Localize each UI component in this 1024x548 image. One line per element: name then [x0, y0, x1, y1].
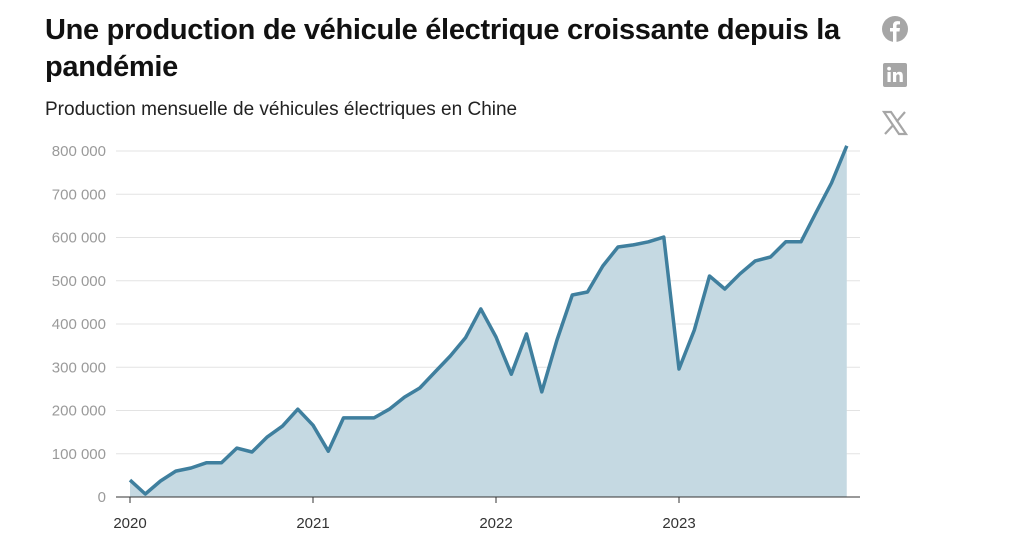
data-point-2021-03 [338, 412, 350, 424]
data-point-2021-05 [368, 412, 380, 424]
x-icon [881, 110, 909, 136]
data-point-2021-07 [399, 391, 411, 403]
y-tick-label: 200 000 [52, 403, 106, 420]
y-tick-label: 800 000 [52, 143, 106, 160]
data-point-2020-12 [292, 403, 304, 415]
x-tick-label: 2021 [296, 515, 329, 532]
data-point-2021-06 [383, 403, 395, 415]
data-point-2022-10 [627, 239, 639, 251]
x-tick-label: 2023 [662, 515, 695, 532]
data-point-2021-01 [307, 419, 319, 431]
y-tick-label: 600 000 [52, 230, 106, 247]
data-point-2023-06 [749, 255, 761, 267]
data-point-2023-12 [841, 140, 853, 152]
data-point-2021-12 [475, 303, 487, 315]
data-point-2022-05 [551, 334, 563, 346]
data-point-2023-07 [765, 251, 777, 263]
x-tick-label: 2020 [113, 515, 146, 532]
data-point-2022-01 [490, 331, 502, 343]
data-point-2020-09 [246, 446, 258, 458]
linkedin-icon [883, 63, 907, 87]
data-point-2021-02 [322, 445, 334, 457]
data-point-2021-09 [429, 366, 441, 378]
facebook-icon [882, 16, 908, 42]
data-point-2022-03 [521, 328, 533, 340]
data-point-2023-01 [673, 363, 685, 375]
data-point-2023-05 [734, 268, 746, 280]
y-tick-label: 700 000 [52, 186, 106, 203]
data-point-2020-06 [200, 457, 212, 469]
data-point-2020-08 [231, 442, 243, 454]
data-point-2021-10 [444, 350, 456, 362]
chart-subtitle: Production mensuelle de véhicules électr… [45, 99, 518, 120]
data-point-2020-05 [185, 462, 197, 474]
data-point-2023-11 [826, 177, 838, 189]
data-point-2022-11 [643, 236, 655, 248]
data-point-2020-07 [216, 457, 228, 469]
data-point-2022-07 [582, 286, 594, 298]
data-point-2023-02 [688, 324, 700, 336]
y-tick-label: 500 000 [52, 273, 106, 290]
data-point-2023-08 [780, 236, 792, 248]
data-point-2023-09 [795, 236, 807, 248]
series-line [128, 145, 849, 496]
data-point-2023-04 [719, 283, 731, 295]
data-point-2022-09 [612, 241, 624, 253]
share-x-button[interactable] [880, 108, 910, 138]
x-tick-label: 2022 [479, 515, 512, 532]
share-facebook-button[interactable] [880, 14, 910, 44]
data-point-2022-06 [566, 289, 578, 301]
data-point-2021-11 [460, 332, 472, 344]
chart-title: Une production de véhicule électrique cr… [45, 14, 840, 83]
data-point-2020-10 [261, 431, 273, 443]
data-point-2022-12 [658, 231, 670, 243]
data-point-2022-08 [597, 260, 609, 272]
share-linkedin-button[interactable] [880, 60, 910, 90]
data-point-2023-03 [704, 270, 716, 282]
data-point-2022-02 [505, 368, 517, 380]
data-point-2021-08 [414, 382, 426, 394]
y-tick-label: 0 [98, 489, 106, 506]
y-tick-label: 400 000 [52, 316, 106, 333]
data-point-2020-02 [139, 488, 151, 500]
data-point-2022-04 [536, 386, 548, 398]
data-point-2020-04 [170, 465, 182, 477]
area-fill [130, 145, 847, 498]
data-point-2020-01 [124, 474, 136, 486]
data-point-2020-03 [155, 475, 167, 487]
y-tick-label: 300 000 [52, 359, 106, 376]
data-point-2023-10 [810, 206, 822, 218]
data-point-2020-11 [277, 420, 289, 432]
y-tick-label: 100 000 [52, 446, 106, 463]
data-point-2021-04 [353, 412, 365, 424]
